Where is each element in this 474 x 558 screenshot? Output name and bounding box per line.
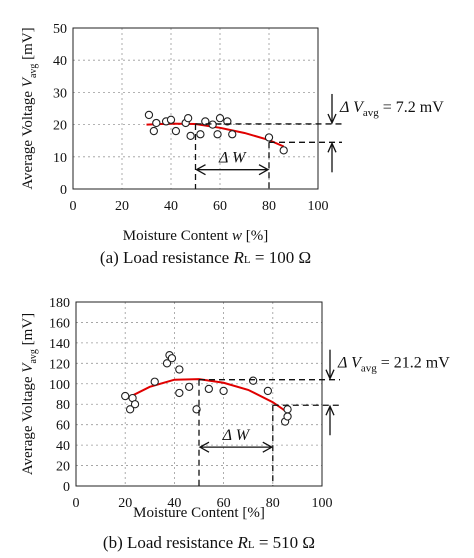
delta-w-label: Δ W xyxy=(218,150,247,167)
data-point xyxy=(171,126,181,136)
x-tick-label: 100 xyxy=(312,496,333,511)
delta-w-arrowhead-left xyxy=(195,164,206,176)
y-tick-label: 10 xyxy=(53,151,67,166)
x-tick-label: 60 xyxy=(213,199,227,214)
x-tick-label: 100 xyxy=(308,199,329,214)
data-point xyxy=(144,110,154,120)
chart-caption: (b) Load resistance RL = 510 Ω xyxy=(103,533,315,552)
delta-w-arrowhead-left xyxy=(198,441,210,453)
x-tick-label: 60 xyxy=(217,496,231,511)
delta-v-label: Δ Vavg = 21.2 mV xyxy=(337,355,450,375)
x-tick-label: 80 xyxy=(266,496,280,511)
y-tick-label: 40 xyxy=(56,439,70,454)
y-tick-label: 50 xyxy=(53,22,67,37)
y-tick-label: 0 xyxy=(63,480,70,495)
data-point xyxy=(150,377,159,386)
y-tick-label: 120 xyxy=(49,357,70,372)
data-point xyxy=(175,388,184,398)
chart-a: 0 20 40 60 80 100 0 10 20 30 40 50 Average Voltage V… xyxy=(20,22,444,267)
data-point xyxy=(185,382,194,391)
data-point xyxy=(223,117,232,126)
y-tick-label: 60 xyxy=(56,419,70,434)
x-tick-label: 0 xyxy=(73,496,80,511)
delta-v-arrowhead-lower xyxy=(327,141,337,153)
data-point xyxy=(149,126,158,136)
data-point xyxy=(166,115,176,124)
y-tick-label: 0 xyxy=(60,183,67,198)
data-point xyxy=(248,376,258,385)
chart-b: 0 20 40 60 80 100 0 20 40 60 80 100 120 140 160 180 Aver… xyxy=(20,296,450,552)
delta-w-label: Δ W xyxy=(222,427,251,444)
data-point xyxy=(219,386,228,396)
data-point xyxy=(162,359,172,368)
x-axis-label: Moisture Content w [%] xyxy=(123,228,268,244)
y-axis-label: Average Voltage Vavg [mV] xyxy=(20,27,39,189)
y-tick-label: 20 xyxy=(53,119,67,134)
data-point xyxy=(215,114,225,123)
data-point xyxy=(186,131,195,141)
data-point xyxy=(201,117,210,126)
y-tick-label: 40 xyxy=(53,54,67,69)
data-point xyxy=(228,130,237,139)
y-tick-label: 140 xyxy=(49,337,70,352)
data-point xyxy=(263,386,273,396)
data-point xyxy=(264,133,274,142)
y-tick-label: 20 xyxy=(56,460,70,475)
data-point xyxy=(192,405,201,414)
y-tick-label: 80 xyxy=(56,398,70,413)
delta-v-arrowhead-lower xyxy=(325,404,335,416)
y-tick-label: 30 xyxy=(53,86,67,101)
data-point xyxy=(175,365,184,374)
data-point xyxy=(121,391,130,401)
x-tick-label: 20 xyxy=(118,496,132,511)
data-point xyxy=(283,405,292,414)
x-axis-label: Moisture Content [%] xyxy=(133,505,265,521)
delta-v-arrowhead-upper xyxy=(325,369,335,381)
plot-frame xyxy=(75,301,323,487)
data-point xyxy=(167,354,177,363)
delta-w-arrowhead-right xyxy=(258,164,270,176)
x-tick-label: 80 xyxy=(262,199,276,214)
data-point xyxy=(196,130,205,139)
x-tick-label: 40 xyxy=(164,199,178,214)
x-tick-label: 40 xyxy=(167,496,181,511)
chart-caption: (a) Load resistance RL = 100 Ω xyxy=(100,248,311,267)
y-tick-label: 160 xyxy=(49,316,70,331)
y-tick-label: 100 xyxy=(49,378,70,393)
data-point xyxy=(130,400,140,409)
data-point xyxy=(279,146,288,155)
data-point xyxy=(125,405,135,414)
data-point xyxy=(152,118,161,128)
delta-w-arrowhead-right xyxy=(262,441,274,453)
delta-v-arrowhead-upper xyxy=(327,113,337,125)
delta-v-label: Δ Vavg = 7.2 mV xyxy=(339,99,444,119)
data-point xyxy=(183,114,193,123)
data-point xyxy=(204,384,213,394)
x-tick-label: 0 xyxy=(70,199,77,214)
y-axis-label: Average Voltage Vavg [mV] xyxy=(20,313,39,475)
data-point xyxy=(213,130,222,139)
data-point xyxy=(283,412,292,421)
x-tick-label: 20 xyxy=(115,199,129,214)
y-tick-label: 180 xyxy=(49,296,70,311)
